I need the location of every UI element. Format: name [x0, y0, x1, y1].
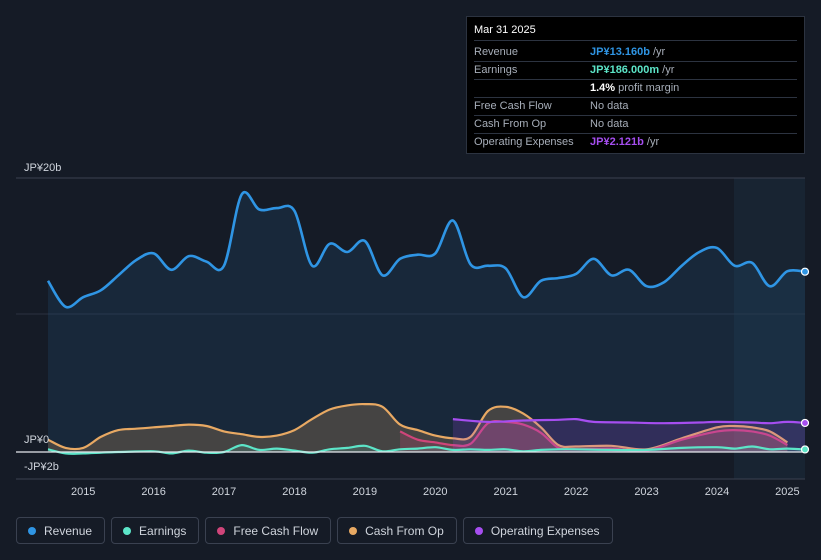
- y-label-zero: JP¥0: [24, 434, 49, 446]
- legend-dot-icon: [123, 526, 132, 535]
- x-tick-label: 2016: [141, 486, 165, 498]
- y-label-bottom: -JP¥2b: [24, 461, 59, 473]
- legend-free-cash-flow[interactable]: Free Cash Flow: [205, 517, 332, 544]
- legend-earnings[interactable]: Earnings: [111, 517, 200, 544]
- series-line-earnings: [47, 444, 806, 455]
- endpoint-dot-revenue: [800, 267, 810, 276]
- x-tick-label: 2021: [493, 486, 517, 498]
- endpoint-dot-earnings: [800, 445, 810, 454]
- series-layer: [46, 190, 806, 455]
- x-tick-label: 2025: [775, 486, 799, 498]
- tooltip-value: JP¥13.160b: [590, 46, 650, 58]
- tooltip-row-fcf: Free Cash Flow No data: [474, 98, 797, 116]
- legend-revenue[interactable]: Revenue: [16, 517, 106, 544]
- legend-label: Revenue: [44, 523, 93, 538]
- tooltip-value: JP¥2.121b: [590, 136, 644, 148]
- x-tick-label: 2020: [423, 486, 447, 498]
- legend-dot-icon: [217, 526, 226, 535]
- legend-dot-icon: [28, 526, 36, 535]
- x-tick-label: 2015: [71, 486, 95, 498]
- tooltip-row-cfo: Cash From Op No data: [474, 116, 797, 134]
- x-tick-label: 2022: [564, 486, 588, 498]
- endpoint-dots: [800, 267, 810, 454]
- tooltip-suffix: /yr: [659, 64, 675, 76]
- x-tick-label: 2024: [705, 486, 729, 498]
- series-area-fcf: [400, 421, 788, 452]
- tooltip-label: Operating Expenses: [474, 136, 574, 148]
- x-tick-label: 2017: [212, 486, 236, 498]
- endpoint-dot-opex: [800, 418, 810, 428]
- tooltip-label: [474, 80, 590, 97]
- x-tick-label: 2018: [282, 486, 306, 498]
- series-area-opex: [452, 419, 805, 452]
- legend-label: Operating Expenses: [490, 523, 600, 538]
- tooltip-row-revenue: Revenue JP¥13.160b /yr: [474, 44, 797, 62]
- tooltip-value: No data: [590, 100, 629, 112]
- tooltip-label: Earnings: [474, 64, 518, 76]
- legend-dot-icon: [474, 526, 483, 535]
- tooltip: Mar 31 2025 Revenue JP¥13.160b /yr Earni…: [466, 16, 805, 154]
- tooltip-label: Cash From Op: [474, 118, 547, 130]
- tooltip-value: 1.4%: [590, 82, 616, 94]
- tooltip-suffix: /yr: [643, 136, 660, 148]
- y-label-top: JP¥20b: [24, 162, 61, 174]
- legend-cash-from-op[interactable]: Cash From Op: [337, 517, 457, 544]
- tooltip-date: Mar 31 2025: [474, 24, 797, 41]
- legend: Revenue Earnings Free Cash Flow Cash Fro…: [16, 517, 613, 544]
- legend-label: Cash From Op: [365, 523, 444, 538]
- tooltip-value: JP¥186.000m: [590, 64, 660, 76]
- legend-label: Free Cash Flow: [233, 523, 319, 538]
- tooltip-value: No data: [590, 118, 629, 130]
- tooltip-label: Revenue: [474, 46, 519, 58]
- x-tick-label: 2019: [353, 486, 377, 498]
- legend-dot-icon: [349, 526, 358, 535]
- legend-operating-expenses[interactable]: Operating Expenses: [462, 517, 613, 544]
- series-area-revenue: [48, 192, 805, 452]
- legend-label: Earnings: [139, 523, 187, 538]
- tooltip-suffix: profit margin: [615, 82, 680, 94]
- highlight-region: [734, 178, 805, 479]
- tooltip-row-margin: 1.4% profit margin: [474, 80, 797, 98]
- x-tick-label: 2023: [634, 486, 658, 498]
- series-area-cfo: [48, 404, 788, 452]
- x-axis: 2015 2016 2017 2018 2019 2020 2021 2022 2023 2024…: [71, 486, 800, 498]
- tooltip-label: Free Cash Flow: [474, 100, 552, 112]
- tooltip-suffix: /yr: [649, 46, 666, 58]
- series-line-fcf: [399, 419, 788, 453]
- tooltip-row-opex: Operating Expenses JP¥2.121b /yr: [474, 134, 797, 151]
- tooltip-row-earnings: Earnings JP¥186.000m /yr: [474, 62, 797, 80]
- series-line-opex: [452, 417, 806, 425]
- series-line-revenue: [46, 190, 806, 309]
